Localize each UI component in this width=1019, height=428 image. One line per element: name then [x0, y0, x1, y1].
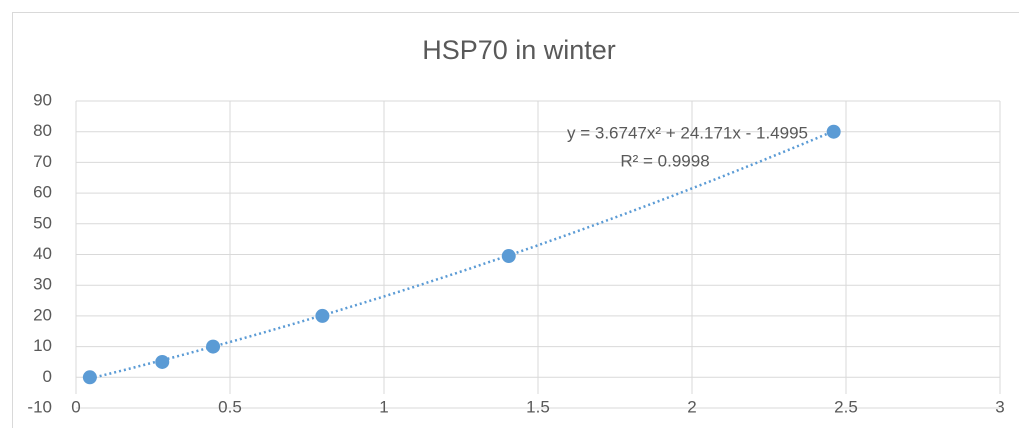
point: [501, 249, 516, 264]
point: [155, 354, 170, 369]
point: [82, 370, 97, 385]
trendline: [89, 129, 835, 380]
point: [206, 339, 221, 354]
y-tick-label: 80: [33, 121, 52, 140]
x-tick-label: 2: [687, 397, 696, 416]
y-tick-label: 60: [33, 183, 52, 202]
x-tick-label: 0.5: [218, 397, 242, 416]
chart-frame: [12, 12, 1019, 428]
x-tick-label: 1: [379, 397, 388, 416]
x-tick-label: 1.5: [526, 397, 550, 416]
y-tick-label: 20: [33, 305, 52, 324]
y-tick-label: 10: [33, 336, 52, 355]
point: [315, 308, 330, 323]
y-tick-label: 30: [33, 275, 52, 294]
x-tick-label: 3: [995, 397, 1004, 416]
y-tick-label: 40: [33, 244, 52, 263]
point: [826, 124, 841, 139]
y-tick-label: 70: [33, 152, 52, 171]
y-tick-label: 0: [43, 367, 52, 386]
x-tick-label: 2.5: [834, 397, 858, 416]
trendline-equation: y = 3.6747x² + 24.171x - 1.4995: [567, 123, 808, 142]
y-tick-label: 90: [33, 90, 52, 109]
x-tick-label: 0: [71, 397, 80, 416]
y-tick-label: 50: [33, 213, 52, 232]
y-tick-label: -10: [27, 397, 52, 416]
trendline-r-squared: R² = 0.9998: [620, 151, 709, 170]
chart-title: HSP70 in winter: [422, 35, 616, 65]
